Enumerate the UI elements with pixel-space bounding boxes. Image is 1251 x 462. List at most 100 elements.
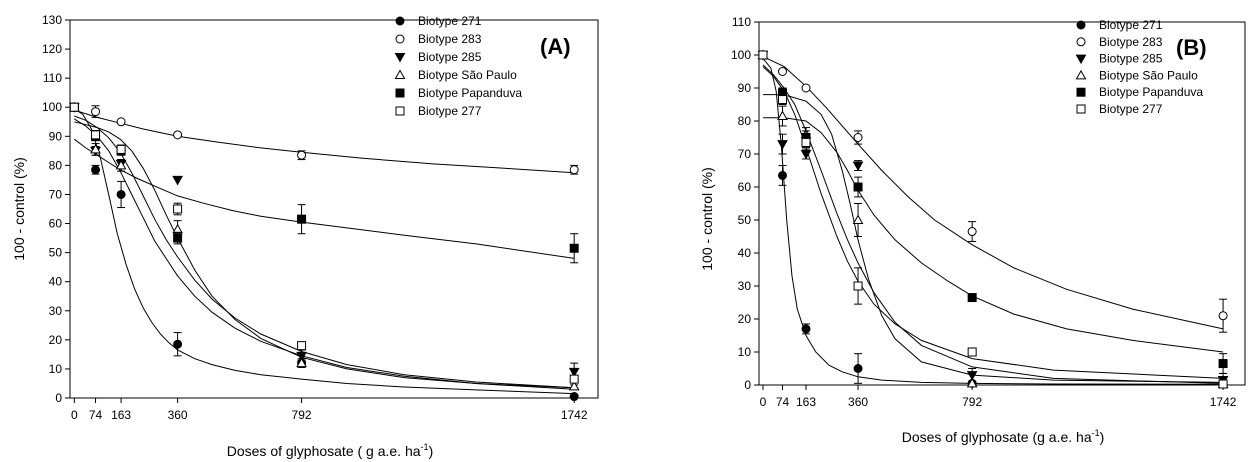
chart-a-data-point-series-2 (173, 130, 183, 140)
chart-a-legend-label-3: Biotype 285 (418, 50, 482, 64)
chart-a: 0 10 20 30 40 50 60 70 80 90 100 110 120 130 0 74 163 360… (11, 13, 599, 459)
chart-a-data-point-series-5 (173, 233, 183, 243)
chart-b-y-tick-label: 40 (738, 246, 752, 260)
chart-a-data-point-series-1 (91, 165, 101, 175)
chart-a-data-point-series-6 (91, 130, 101, 140)
chart-b-panel-label: (B) (1176, 35, 1207, 60)
chart-a-data-point-series-3 (568, 367, 580, 378)
chart-b: 0 10 20 30 40 50 60 70 80 90 100 110 0 74 163 360 792 174… (699, 15, 1246, 445)
chart-a-fit-curve-1 (74, 108, 575, 395)
chart-b-data-point-series-2 (778, 67, 788, 76)
chart-b-legend-marker-3 (1075, 54, 1087, 65)
chart-a-y-tick-label: 120 (42, 42, 62, 56)
chart-a-y-tick-label: 80 (49, 158, 63, 172)
chart-a-data-point-series-1 (173, 339, 183, 349)
chart-b-y-tick-label: 80 (738, 114, 752, 128)
chart-a-legend-label-6: Biotype 277 (418, 104, 482, 118)
chart-a-x-axis-title-sup: -1 (421, 442, 429, 452)
chart-a-y-tick-label: 60 (49, 217, 63, 231)
chart-b-data-point-series-3 (800, 150, 812, 160)
chart-a-data-point-series-4 (90, 143, 101, 154)
chart-a-x-tick-label: 360 (168, 408, 188, 422)
chart-b-x-tick-label: 74 (776, 395, 790, 409)
chart-b-x-tick-label: 360 (848, 395, 868, 409)
chart-a-x-axis-title: Doses of glyphosate ( g a.e. ha-1) (227, 442, 433, 459)
chart-a-fit-curve-6 (74, 115, 575, 389)
chart-a-data-point-series-6 (173, 204, 183, 214)
chart-a-marks: 0 10 20 30 40 50 60 70 80 90 100 110 120 130 0 74 163 360… (42, 13, 599, 422)
chart-b-data-point-series-2 (801, 83, 811, 93)
chart-a-data-point-series-4 (172, 223, 183, 234)
chart-a-y-tick-label: 40 (49, 275, 63, 289)
chart-b-plot-frame (758, 21, 1246, 386)
chart-b-legend-marker-5 (1076, 87, 1086, 97)
chart-b-data-point-series-2 (1218, 311, 1228, 321)
chart-b-y-tick-label: 30 (738, 279, 752, 293)
chart-a-y-tick-label: 90 (49, 129, 63, 143)
chart-b-y-tick-label: 60 (738, 180, 752, 194)
chart-a-x-tick-label: 163 (111, 408, 131, 422)
chart-b-data-point-series-3 (852, 161, 864, 172)
chart-a-y-tick-label: 110 (43, 71, 62, 85)
chart-b-legend-label-3: Biotype 285 (1099, 52, 1163, 66)
chart-b-fit-curve-6 (762, 66, 1224, 379)
chart-b-x-axis-title-main: Doses of glyphosate (g a.e. ha (902, 429, 1092, 445)
chart-a-data-point-series-1 (116, 189, 126, 199)
chart-b-y-tick-label: 100 (731, 48, 751, 62)
chart-b-x-axis-title: Doses of glyphosate (g a.e. ha-1) (902, 428, 1105, 445)
chart-a-data-point-series-6 (116, 144, 126, 154)
chart-a-x-axis-title-main: Doses of glyphosate ( g a.e. ha (227, 443, 421, 459)
chart-b-data-point-series-6 (967, 347, 977, 357)
chart-b-y-tick-label: 70 (738, 147, 752, 161)
chart-b-legend-label-1: Biotype 271 (1099, 18, 1163, 32)
chart-a-data-point-series-1 (569, 392, 579, 402)
chart-b-data-point-series-6 (758, 50, 768, 60)
chart-b-data-point-series-3 (966, 371, 978, 381)
chart-b-data-point-series-2 (967, 227, 977, 237)
chart-a-legend-marker-3 (394, 53, 406, 63)
chart-b-data-point-series-4 (852, 214, 864, 224)
chart-b-legend-label-6: Biotype 277 (1099, 102, 1163, 116)
chart-b-legend-marker-1 (1076, 20, 1086, 30)
chart-b-y-axis-title: 100 - control (%) (699, 167, 715, 270)
chart-a-legend-label-1: Biotype 271 (418, 14, 482, 28)
chart-a-plot-frame (69, 19, 599, 399)
chart-a-legend-label-5: Biotype Papanduva (418, 86, 522, 100)
chart-a-x-tick-label: 0 (71, 408, 78, 422)
chart-a-data-point-series-2 (116, 117, 126, 127)
chart-a-data-point-series-2 (297, 150, 307, 160)
chart-a-data-point-series-4 (296, 357, 307, 368)
chart-b-legend-label-5: Biotype Papanduva (1099, 85, 1203, 99)
chart-a-legend-marker-2 (395, 34, 405, 44)
chart-b-fit-curve-5 (763, 117, 1224, 353)
chart-a-x-tick-label: 792 (292, 408, 312, 422)
chart-a-data-point-series-6 (69, 102, 79, 112)
chart-a-y-tick-label: 130 (42, 13, 62, 27)
chart-b-data-point-series-1 (801, 324, 811, 334)
chart-a-panel-label: (A) (540, 34, 571, 59)
chart-a-data-point-series-2 (569, 165, 579, 175)
chart-a-legend-label-4: Biotype São Paulo (418, 68, 517, 82)
chart-b-y-tick-label: 50 (738, 213, 752, 227)
chart-a-legend-marker-6 (395, 106, 405, 116)
chart-b-y-tick-label: 110 (732, 15, 751, 29)
chart-a-x-axis-title-end: ) (429, 443, 434, 459)
chart-b-data-point-series-6 (1218, 379, 1228, 389)
chart-a-y-tick-label: 10 (49, 362, 63, 376)
chart-b-fit-curve-1 (762, 57, 1224, 385)
chart-b-y-tick-label: 90 (738, 81, 752, 95)
chart-a-x-tick-label: 74 (89, 408, 103, 422)
chart-b-data-point-series-6 (801, 137, 811, 147)
chart-b-data-point-series-5 (967, 293, 977, 303)
chart-b-data-point-series-3 (777, 140, 788, 150)
chart-a-fit-curve-3 (74, 121, 575, 389)
chart-a-legend-marker-4 (394, 69, 406, 79)
chart-a-data-point-series-5 (569, 243, 579, 253)
chart-b-marks: 0 10 20 30 40 50 60 70 80 90 100 110 0 74 163 360 792 174… (731, 15, 1246, 409)
chart-a-fit-curve-2 (74, 109, 575, 174)
chart-b-legend-marker-6 (1076, 104, 1086, 114)
chart-b-x-tick-label: 792 (962, 395, 982, 409)
chart-b-data-point-series-4 (777, 110, 788, 121)
chart-b-y-tick-label: 0 (744, 378, 751, 392)
